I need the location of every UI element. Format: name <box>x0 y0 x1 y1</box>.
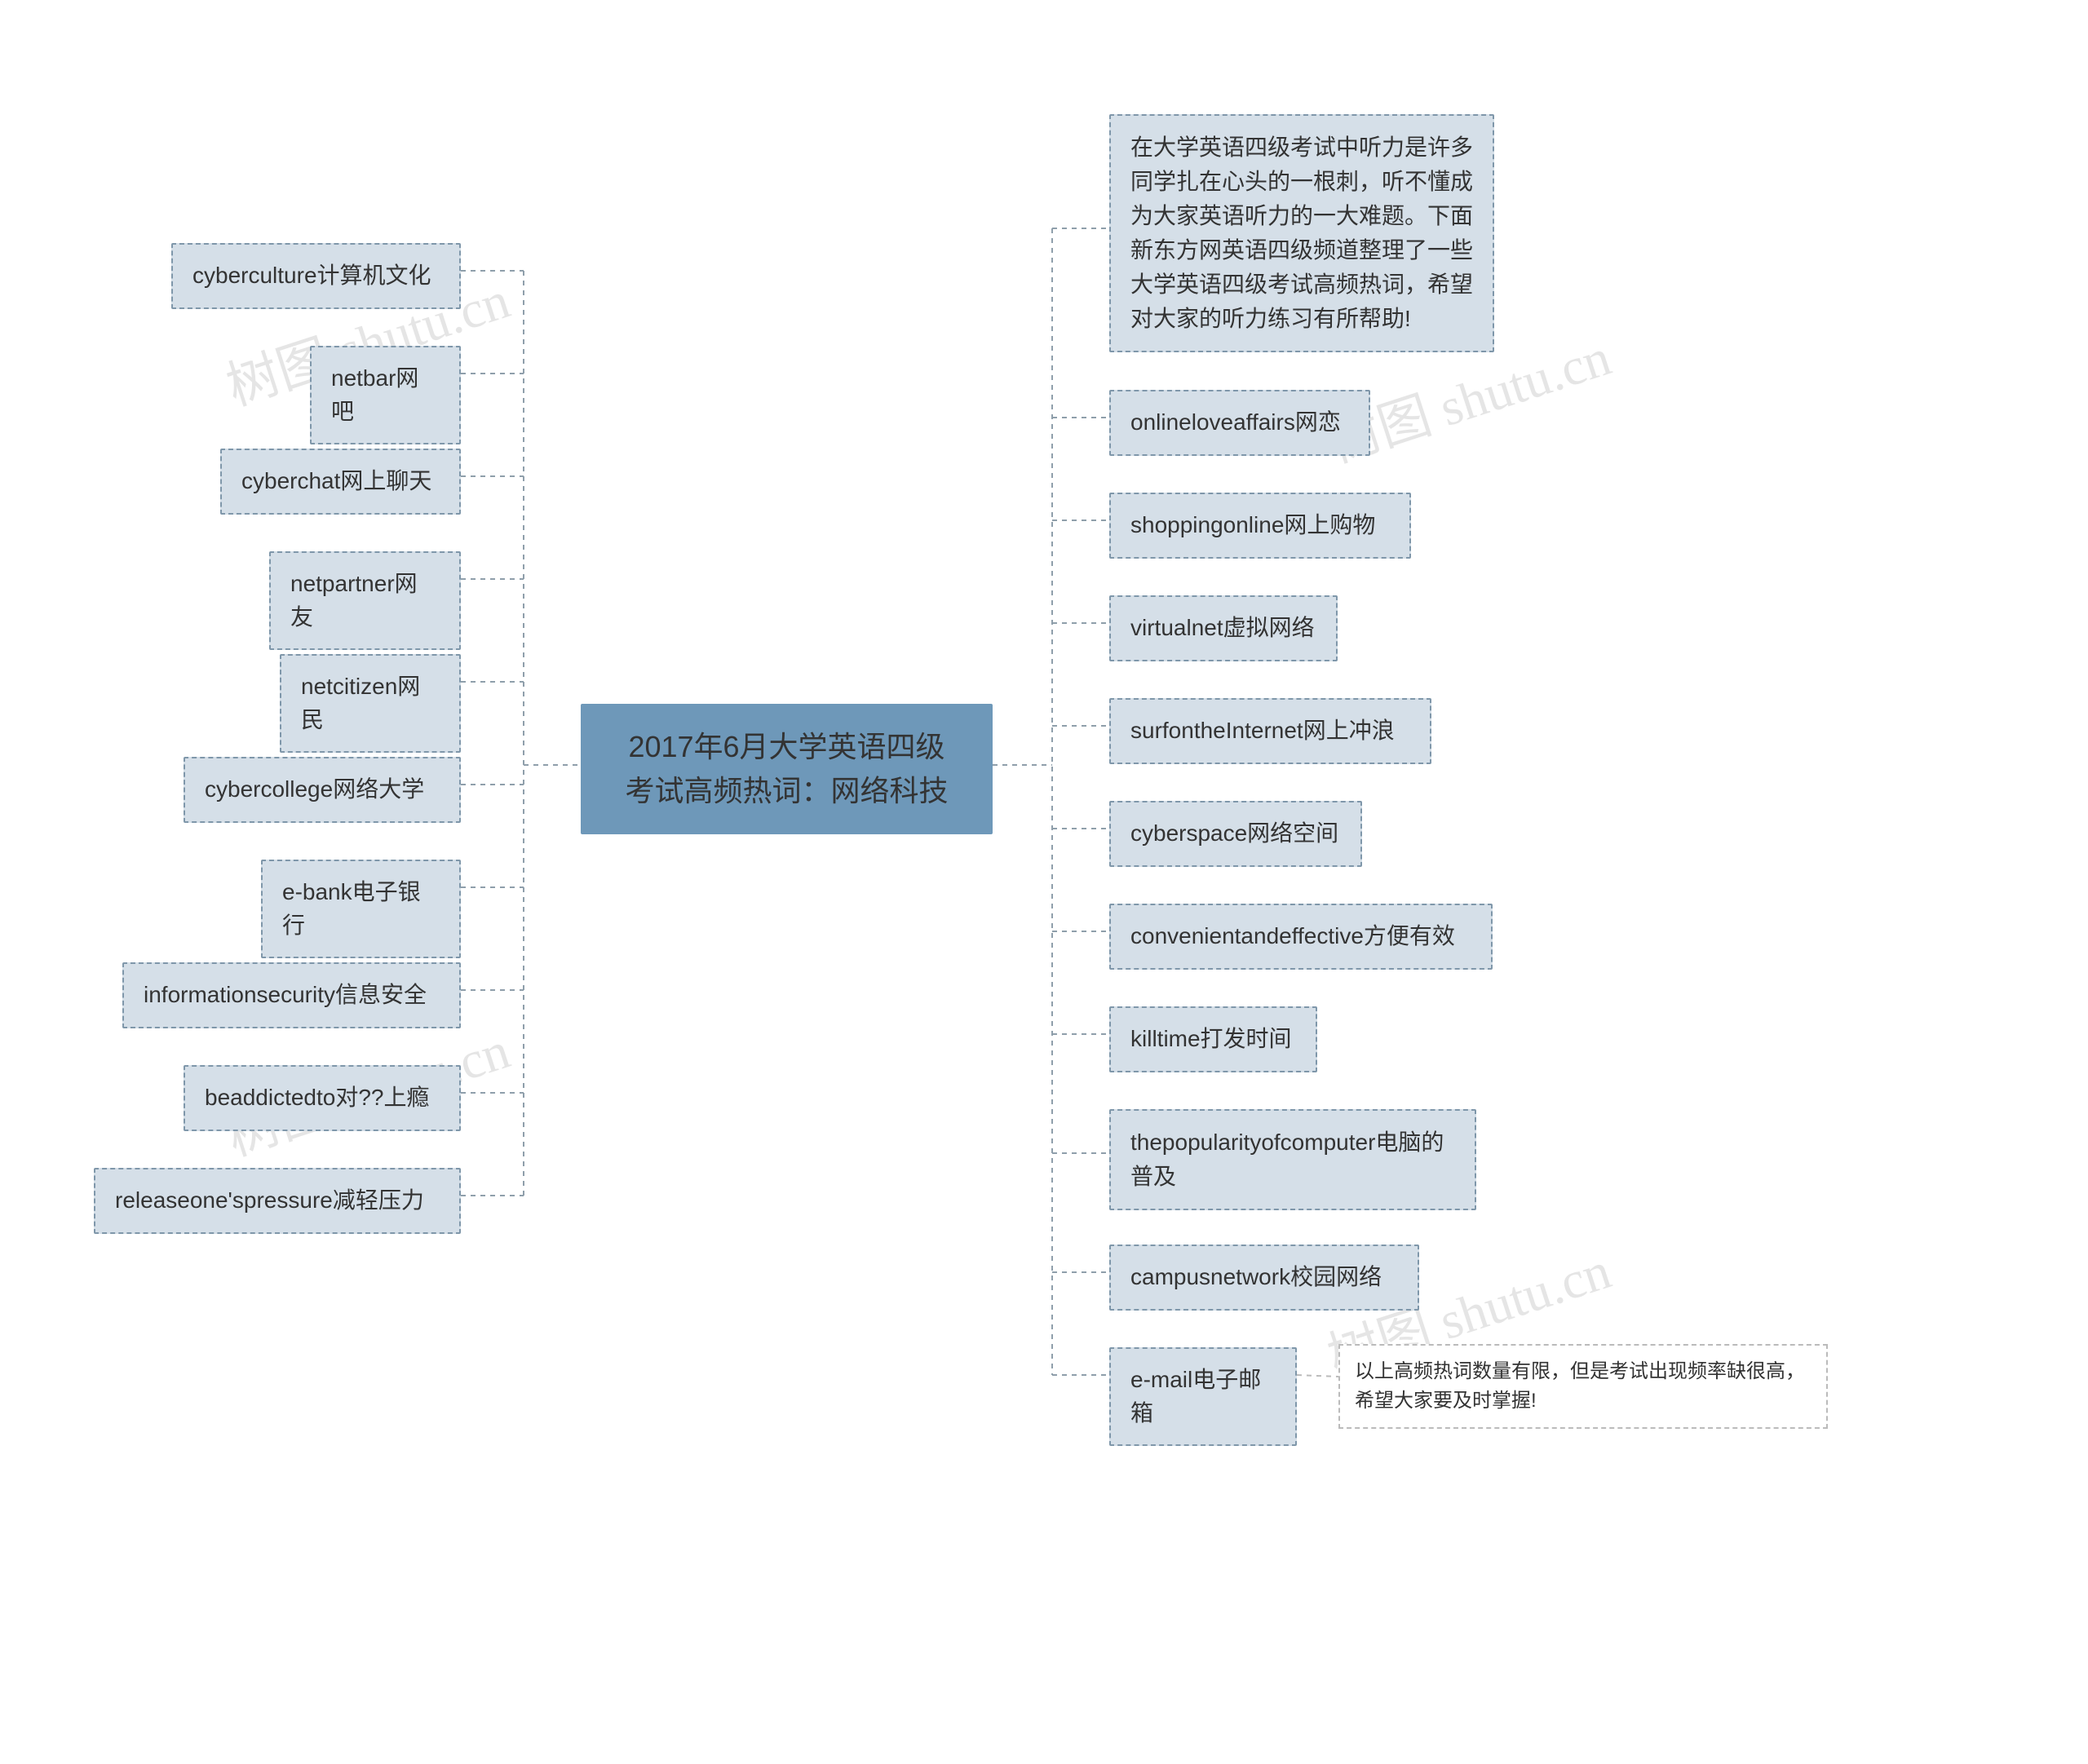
right-node-10: e-mail电子邮箱 <box>1109 1347 1297 1446</box>
right-node-6: convenientandeffective方便有效 <box>1109 904 1493 970</box>
right-node-5: cyberspace网络空间 <box>1109 801 1362 867</box>
annotation-note: 以上高频热词数量有限，但是考试出现频率缺很高，希望大家要及时掌握! <box>1338 1344 1828 1429</box>
left-node-4: netcitizen网民 <box>280 654 461 753</box>
left-node-1: netbar网吧 <box>310 346 461 444</box>
right-node-1: onlineloveaffairs网恋 <box>1109 390 1370 456</box>
left-node-6: e-bank电子银行 <box>261 860 461 958</box>
right-node-7: killtime打发时间 <box>1109 1006 1317 1072</box>
right-node-8: thepopularityofcompute​r电脑的普及 <box>1109 1109 1476 1210</box>
left-node-0: cyberculture计算机文化 <box>171 243 461 309</box>
right-node-0: 在大学英语四级考试中听力是许多同学扎在心头的一根刺，听不懂成为大家英语听力的一大… <box>1109 114 1494 352</box>
right-node-9: campusnetwork校园网络 <box>1109 1245 1419 1311</box>
left-node-8: beaddictedto对??上瘾 <box>184 1065 461 1131</box>
right-node-2: shoppingonline网上购物 <box>1109 493 1411 559</box>
left-node-9: releaseone'spressure减轻压力 <box>94 1168 461 1234</box>
left-node-3: netpartner网友 <box>269 551 461 650</box>
left-node-5: cybercollege网络大学 <box>184 757 461 823</box>
left-node-7: informationsecurity信息安全 <box>122 962 461 1028</box>
right-node-4: surfontheInternet网上冲浪 <box>1109 698 1431 764</box>
right-node-3: virtualnet虚拟网络 <box>1109 595 1338 661</box>
center-node: 2017年6月大学英语四级 考试高频热词：网络科技 <box>581 704 993 834</box>
left-node-2: cyberchat网上聊天 <box>220 449 461 515</box>
